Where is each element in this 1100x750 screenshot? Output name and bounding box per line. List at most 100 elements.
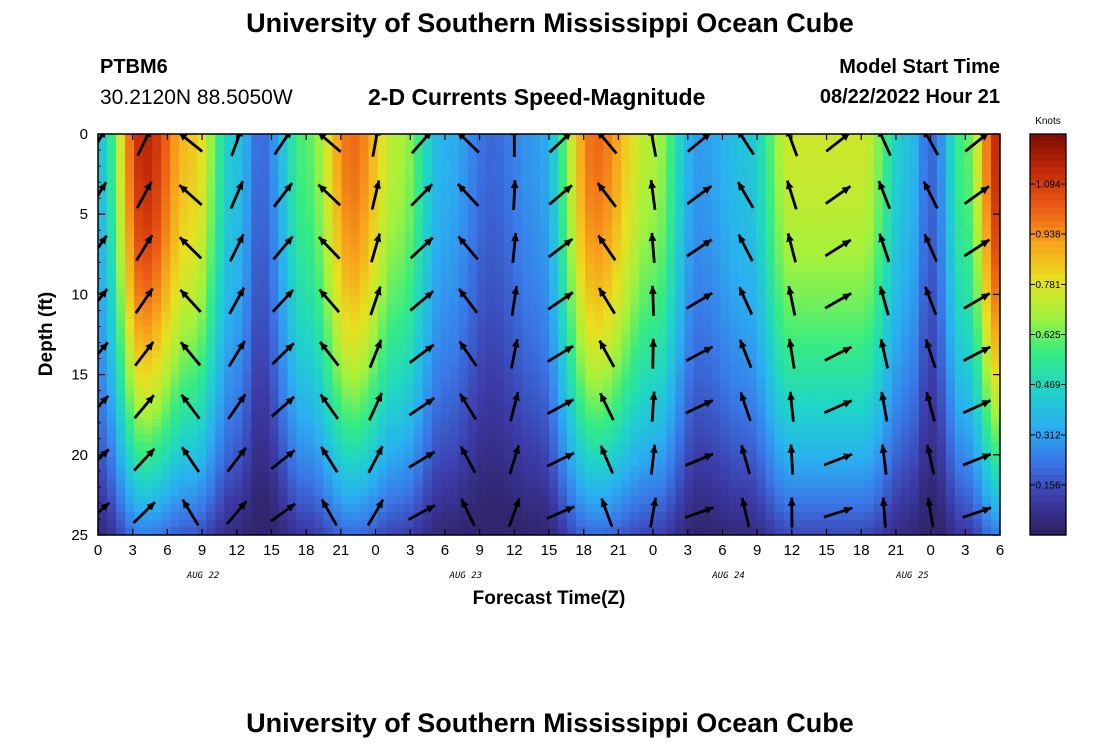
heatmap-cell [467, 319, 478, 328]
heatmap-cell [756, 157, 767, 166]
heatmap-cell [864, 257, 875, 266]
heatmap-cell [404, 203, 415, 212]
heatmap-cell [603, 249, 613, 258]
heatmap-cell [512, 450, 523, 459]
heatmap-cell [206, 180, 216, 189]
heatmap-cell [233, 380, 243, 390]
heatmap-cell [152, 488, 162, 498]
heatmap-cell [413, 388, 424, 397]
heatmap-cell [125, 457, 135, 467]
heatmap-cell [891, 241, 902, 251]
heatmap-cell [954, 226, 965, 235]
heatmap-cell [539, 157, 550, 166]
heatmap-cell [819, 434, 830, 444]
heatmap-cell [197, 427, 207, 436]
heatmap-cell [530, 164, 541, 174]
heatmap-cell [305, 195, 316, 204]
heatmap-cell [720, 419, 730, 428]
heatmap-cell [819, 149, 830, 158]
heatmap-cell [485, 218, 496, 228]
heatmap-cell [458, 511, 469, 521]
heatmap-cell [332, 172, 343, 181]
heatmap-cell [494, 450, 505, 459]
heatmap-cell [512, 357, 523, 366]
heatmap-cell [467, 419, 478, 428]
heatmap-cell [693, 272, 703, 282]
heatmap-cell [224, 527, 234, 535]
heatmap-cell [837, 265, 848, 274]
heatmap-cell [296, 457, 307, 467]
heatmap-cell [666, 288, 676, 297]
heatmap-cell [549, 496, 559, 505]
heatmap-cell [413, 211, 424, 220]
heatmap-cell [233, 434, 243, 444]
heatmap-cell [179, 265, 189, 274]
heatmap-cell [945, 488, 956, 498]
heatmap-cell [819, 519, 830, 528]
heatmap-cell [819, 241, 830, 251]
heatmap-cell [521, 257, 532, 266]
heatmap-cell [242, 226, 252, 235]
heatmap-cell [666, 442, 676, 451]
heatmap-cell [341, 326, 352, 336]
heatmap-cell [260, 419, 270, 428]
heatmap-cell [233, 519, 243, 528]
heatmap-cell [206, 373, 216, 382]
heatmap-cell [323, 419, 334, 428]
heatmap-cell [720, 380, 730, 390]
heatmap-cell [494, 519, 505, 528]
heatmap-cell [729, 257, 740, 266]
heatmap-cell [278, 187, 289, 197]
heatmap-cell [305, 403, 316, 413]
heatmap-cell [296, 349, 307, 359]
heatmap-cell [521, 488, 532, 498]
heatmap-cell [594, 527, 604, 535]
heatmap-cell [945, 481, 956, 490]
heatmap-cell [954, 149, 965, 158]
heatmap-cell [549, 434, 559, 444]
heatmap-cell [503, 303, 514, 312]
heatmap-cell [837, 164, 848, 174]
heatmap-cell [233, 172, 243, 181]
heatmap-cell [494, 419, 505, 428]
heatmap-cell [98, 195, 108, 204]
heatmap-cell [530, 272, 541, 282]
heatmap-cell [954, 427, 965, 436]
heatmap-cell [188, 481, 198, 490]
heatmap-cell [846, 481, 857, 490]
heatmap-cell [558, 496, 568, 505]
heatmap-cell [368, 218, 379, 228]
heatmap-cell [512, 272, 523, 282]
heatmap-cell [855, 218, 866, 228]
heatmap-cell [206, 134, 216, 143]
heatmap-cell [206, 187, 216, 197]
heatmap-cell [909, 403, 920, 413]
heatmap-cell [314, 481, 325, 490]
heatmap-cell [702, 164, 712, 174]
heatmap-cell [188, 342, 198, 351]
heatmap-cell [188, 357, 198, 366]
heatmap-cell [152, 527, 162, 535]
heatmap-cell [891, 288, 902, 297]
heatmap-cell [224, 457, 234, 467]
heatmap-cell [359, 149, 370, 158]
heatmap-cell [368, 234, 379, 243]
heatmap-cell [440, 457, 451, 467]
heatmap-cell [621, 141, 631, 151]
heatmap-cell [422, 411, 433, 420]
heatmap-cell [215, 388, 225, 397]
heatmap-cell [404, 465, 415, 474]
heatmap-cell [449, 303, 460, 312]
heatmap-cell [476, 488, 487, 498]
heatmap-cell [756, 488, 767, 498]
heatmap-cell [476, 527, 487, 535]
heatmap-cell [143, 442, 153, 451]
heatmap-cell [314, 411, 325, 420]
heatmap-cell [720, 257, 730, 266]
heatmap-cell [287, 295, 298, 305]
heatmap-cell [639, 288, 649, 297]
heatmap-cell [702, 141, 712, 151]
heatmap-cell [810, 141, 821, 151]
heatmap-cell [927, 511, 938, 521]
heatmap-cell [143, 349, 153, 359]
